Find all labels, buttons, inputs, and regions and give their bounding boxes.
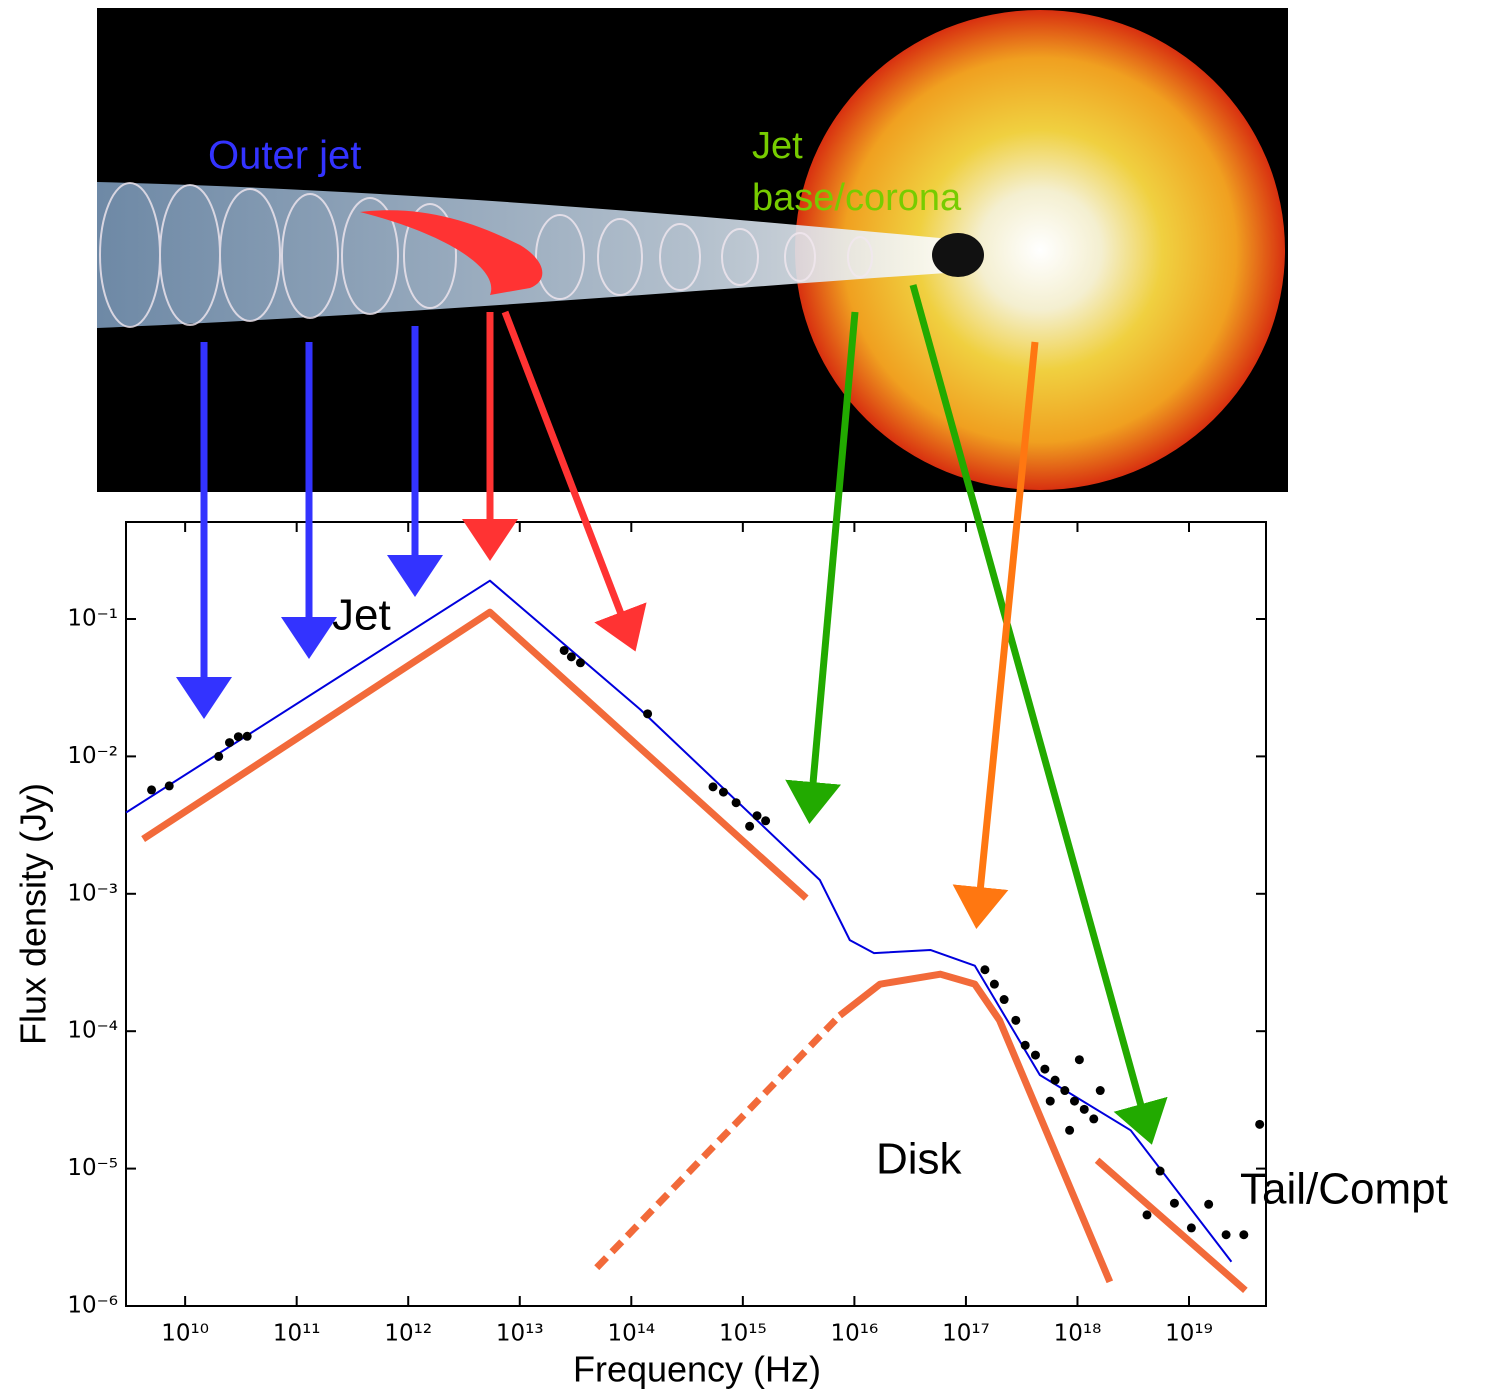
y-tick-label: 10⁻² <box>67 743 118 769</box>
data-point <box>575 658 585 668</box>
data-point <box>1079 1104 1089 1114</box>
data-point <box>233 732 243 742</box>
y-tick-label: 10⁻³ <box>67 880 118 906</box>
jet-rings <box>99 182 873 328</box>
data-point <box>225 738 235 748</box>
x-tick-label: 10¹¹ <box>273 1321 321 1347</box>
data-point <box>214 751 224 761</box>
data-point <box>745 821 755 831</box>
data-point <box>1142 1210 1152 1220</box>
x-tick-label: 10¹⁴ <box>607 1321 655 1347</box>
model-curve <box>837 970 1114 1284</box>
x-tick-label: 10¹⁶ <box>831 1321 879 1347</box>
x-axis-label: Frequency (Hz) <box>573 1349 821 1390</box>
x-tick-label: 10¹⁰ <box>161 1321 209 1347</box>
x-tick-label: 10¹⁸ <box>1054 1321 1102 1347</box>
data-point <box>718 787 728 797</box>
data-point <box>1011 1015 1021 1025</box>
annotation: Disk <box>876 1135 963 1184</box>
arrow <box>501 310 647 652</box>
arrow <box>909 284 1168 1145</box>
data-point <box>1239 1230 1249 1240</box>
data-point <box>999 995 1009 1005</box>
x-tick-label: 10¹³ <box>496 1321 544 1347</box>
data-point <box>1095 1086 1105 1096</box>
annotation: Jet <box>332 591 391 640</box>
accretion-disk <box>795 10 1285 490</box>
data-point <box>1155 1166 1165 1176</box>
data-point <box>1169 1198 1179 1208</box>
data-point <box>1045 1096 1055 1106</box>
data-point <box>708 782 718 792</box>
y-tick-label: 10⁻⁶ <box>67 1293 118 1319</box>
model-curve <box>125 579 1233 1263</box>
x-tick-label: 10¹² <box>384 1321 432 1347</box>
black-hole <box>932 233 984 277</box>
data-point <box>242 731 252 741</box>
data-point <box>1030 1050 1040 1060</box>
model-curve <box>594 1013 843 1271</box>
data-point <box>1074 1055 1084 1065</box>
data-point <box>566 652 576 662</box>
data-point <box>147 785 157 795</box>
illustration: Outer jet Jet base/corona <box>97 8 1288 492</box>
data-point <box>980 965 990 975</box>
label: Outer jet <box>208 134 361 178</box>
x-tick-label: 10¹⁷ <box>942 1321 990 1347</box>
annotation: Tail/Compt <box>1240 1165 1448 1214</box>
data-point <box>559 645 569 655</box>
model-curve <box>1094 1157 1248 1293</box>
data-point <box>1065 1125 1075 1135</box>
label: base/corona <box>752 177 962 219</box>
y-tick-label: 10⁻¹ <box>67 605 118 631</box>
data-point <box>761 816 771 826</box>
arrow <box>785 311 859 824</box>
data-point <box>164 781 174 791</box>
plot-frame <box>125 521 1267 1307</box>
arrows <box>176 284 1168 1145</box>
data-point <box>1221 1230 1231 1240</box>
data-point <box>1060 1086 1070 1096</box>
model-curve <box>141 608 809 901</box>
plot: Frequency (Hz) Flux density (Jy) Jet Dis… <box>13 521 1448 1390</box>
emission-zone <box>360 210 543 295</box>
data-point <box>643 709 653 719</box>
data-point <box>1040 1064 1050 1074</box>
data-point <box>1186 1223 1196 1233</box>
data-point <box>1069 1096 1079 1106</box>
data-point <box>989 979 999 989</box>
data-point <box>731 798 741 808</box>
data-point <box>1204 1199 1214 1209</box>
x-tick-label: 10¹⁵ <box>719 1321 767 1347</box>
data-point <box>1050 1075 1060 1085</box>
data-point <box>1255 1119 1265 1129</box>
data-point <box>752 811 762 821</box>
data-point <box>1020 1040 1030 1050</box>
arrow <box>952 341 1039 929</box>
data-point <box>1089 1114 1099 1124</box>
y-tick-label: 10⁻⁴ <box>67 1018 118 1044</box>
y-axis-label: Flux density (Jy) <box>13 783 54 1045</box>
y-tick-label: 10⁻⁵ <box>67 1155 118 1181</box>
x-tick-label: 10¹⁹ <box>1165 1321 1213 1347</box>
label: Jet <box>752 125 803 167</box>
